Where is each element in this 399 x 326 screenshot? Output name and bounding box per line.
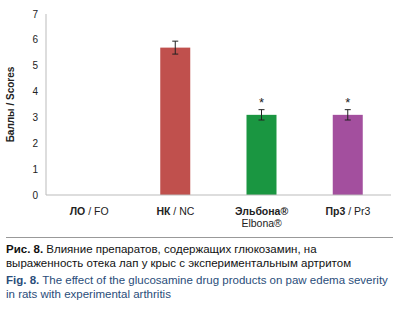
svg-text:7: 7: [32, 9, 38, 20]
svg-text:НК / NC: НК / NC: [156, 205, 194, 217]
svg-text:Эльбона®Elbona®: Эльбона®Elbona®: [235, 205, 288, 229]
svg-text:ЛО / FO: ЛО / FO: [70, 205, 109, 217]
svg-text:*: *: [259, 95, 264, 110]
svg-text:4: 4: [32, 86, 38, 97]
svg-text:5: 5: [32, 60, 38, 71]
html-text:Fig. 8. The effect of the gluc: Fig. 8. The effect of the glucosamine dr…: [6, 274, 388, 300]
svg-text:0: 0: [32, 190, 38, 201]
svg-text:1: 1: [32, 164, 38, 175]
svg-text:6: 6: [32, 34, 38, 45]
svg-text:Баллы / Scores: Баллы / Scores: [8, 66, 16, 142]
svg-text:2: 2: [32, 138, 38, 149]
svg-text:*: *: [345, 95, 350, 110]
svg-text:3: 3: [32, 112, 38, 123]
svg-text:Пр3 / Pr3: Пр3 / Pr3: [325, 205, 370, 217]
html-text:Рис. 8. Влияние препаратов, со: Рис. 8. Влияние препаратов, содержащих г…: [6, 243, 352, 269]
